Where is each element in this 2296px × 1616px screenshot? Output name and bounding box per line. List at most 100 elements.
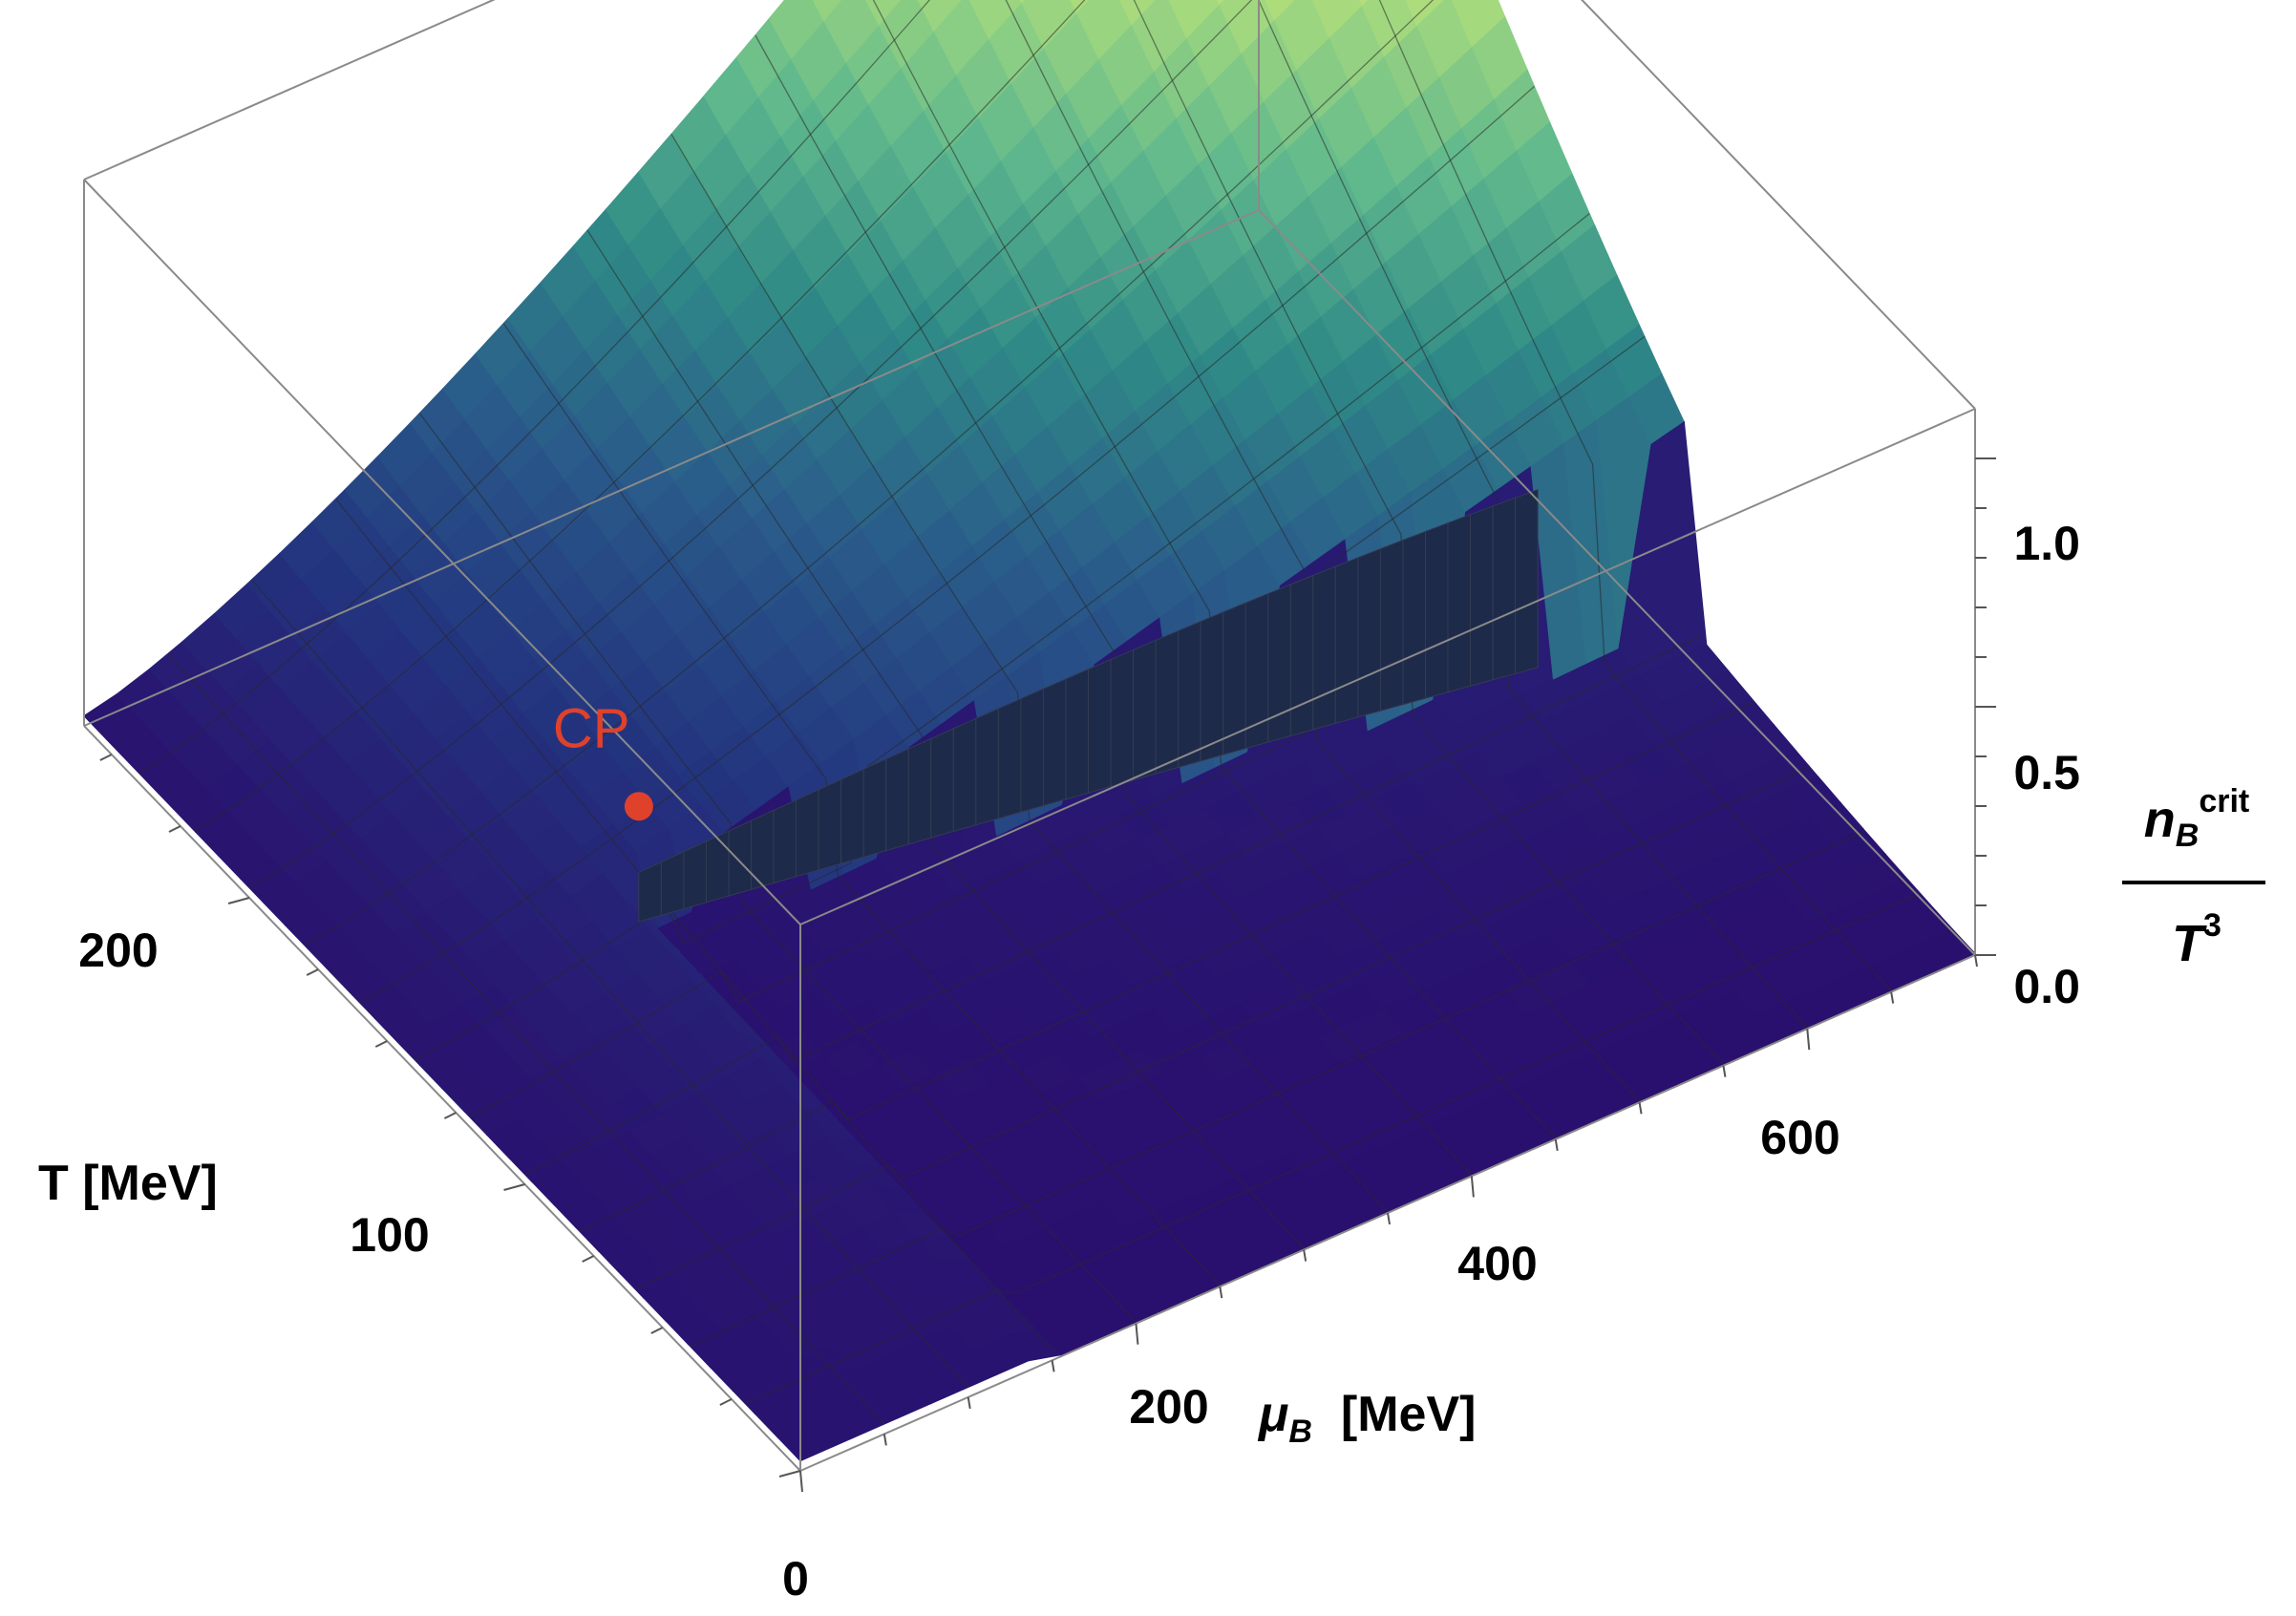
transition-wall xyxy=(1222,602,1246,755)
mesh-line xyxy=(1378,0,1892,991)
x-tick-label-400: 400 xyxy=(1457,1237,1537,1290)
surface-patch xyxy=(812,0,843,23)
box-edge-7 xyxy=(83,179,801,925)
x-tick-label-200: 200 xyxy=(1129,1380,1208,1434)
z-axis-label-denominator: T3 xyxy=(2172,907,2222,972)
critical-point-group: CP xyxy=(553,697,653,821)
z-axis-label: nBcrit T3 xyxy=(2120,774,2273,1003)
x-tick xyxy=(1974,954,1978,967)
mesh-line xyxy=(502,323,1221,1286)
mesh-line xyxy=(670,134,1389,1212)
x-tick xyxy=(967,1396,971,1410)
transition-wall xyxy=(1492,497,1517,681)
transition-wall xyxy=(1110,649,1135,788)
surface-patch xyxy=(1265,0,1297,22)
z-tick-label-0: 0.0 xyxy=(2013,960,2080,1013)
transition-wall xyxy=(1379,539,1404,712)
transition-wall xyxy=(862,757,887,859)
surface xyxy=(83,0,1977,1462)
mesh-line xyxy=(872,0,1557,1138)
y-tick xyxy=(99,754,113,761)
transition-wall xyxy=(1133,639,1157,781)
x-tick xyxy=(1051,1360,1055,1372)
x-tick xyxy=(1806,1029,1811,1051)
transition-wall xyxy=(885,748,909,852)
mesh-line xyxy=(745,892,1921,1405)
z-tick-label-1.0: 1.0 xyxy=(2013,517,2080,570)
mesh-line xyxy=(418,413,1137,1323)
z-tick-label-0.5: 0.5 xyxy=(2013,746,2080,799)
x-axis-label: μB [MeV] xyxy=(1257,1387,1476,1450)
bounding-box xyxy=(83,0,1976,1472)
mesh-line xyxy=(359,85,1535,1004)
x-tick xyxy=(1387,1212,1391,1225)
mesh-line xyxy=(634,766,1811,1290)
transition-wall xyxy=(907,737,932,845)
transition-wall xyxy=(1155,629,1180,775)
transition-wall xyxy=(796,789,819,878)
mesh-line xyxy=(690,830,1865,1348)
x-tick-label-0: 0 xyxy=(782,1552,809,1605)
surface-patch xyxy=(1919,928,1977,969)
transition-wall xyxy=(638,861,662,923)
mesh-line xyxy=(1133,0,1724,1065)
y-tick xyxy=(374,1040,388,1048)
x-tick xyxy=(1890,991,1895,1004)
y-tick xyxy=(227,897,250,904)
critical-point-label: CP xyxy=(553,697,630,759)
transition-wall xyxy=(660,850,685,917)
x-tick xyxy=(1470,1176,1475,1198)
y-tick xyxy=(443,1112,457,1119)
box-edge-0 xyxy=(83,209,1260,727)
box-edge-5 xyxy=(83,0,496,181)
critical-point-marker xyxy=(624,792,653,821)
mesh-line xyxy=(167,653,885,1425)
transition-wall xyxy=(773,798,797,884)
mesh-line xyxy=(251,579,969,1388)
transition-wall xyxy=(1178,620,1201,769)
transition-wall xyxy=(1065,668,1089,800)
transition-wall xyxy=(975,708,999,826)
transition-wall xyxy=(1447,513,1472,693)
axis-ticks xyxy=(99,457,1996,1493)
z-axis-label-fraction-bar xyxy=(2122,881,2265,884)
y-tick xyxy=(168,825,181,833)
y-tick xyxy=(778,1470,801,1478)
box-edge-8 xyxy=(799,408,1976,925)
transition-wall xyxy=(705,830,730,904)
transition-wall xyxy=(997,697,1022,819)
transition-wall xyxy=(1515,488,1539,674)
transition-wall xyxy=(1402,530,1426,706)
transition-wall xyxy=(1200,611,1224,762)
transition-wall xyxy=(1357,547,1381,718)
transition-wall xyxy=(683,840,707,910)
y-tick-label-100: 100 xyxy=(350,1208,429,1262)
transition-wall xyxy=(1424,521,1449,699)
mesh-line xyxy=(755,34,1473,1176)
x-tick xyxy=(1219,1286,1223,1299)
box-edge-1 xyxy=(1258,209,1976,956)
y-tick xyxy=(719,1398,733,1406)
transition-wall xyxy=(818,778,842,871)
mesh-line xyxy=(579,701,1755,1233)
mesh-line xyxy=(1257,0,1808,1029)
x-tick xyxy=(1303,1249,1307,1262)
surface-patch xyxy=(1070,0,1091,15)
box-edge-6 xyxy=(1581,0,1976,410)
transition-wall xyxy=(1244,592,1269,750)
transition-wall xyxy=(1470,505,1494,687)
x-tick-label-600: 600 xyxy=(1760,1111,1839,1164)
mesh-line xyxy=(469,335,1646,1118)
transition-wall xyxy=(952,717,977,833)
x-tick xyxy=(882,1434,887,1446)
mesh-line xyxy=(194,0,1086,832)
y-tick xyxy=(503,1183,525,1191)
transition-wall xyxy=(1088,658,1112,794)
x-tick xyxy=(1554,1138,1559,1152)
transition-wall xyxy=(1334,557,1359,724)
y-tick xyxy=(582,1255,595,1263)
mesh-line xyxy=(1005,0,1641,1102)
x-tick xyxy=(1135,1323,1139,1345)
box-edge-11 xyxy=(83,725,801,1472)
